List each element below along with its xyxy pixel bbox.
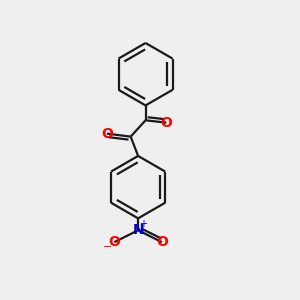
Text: O: O [101, 127, 113, 141]
Text: N: N [132, 223, 144, 237]
Text: O: O [160, 116, 172, 130]
Text: −: − [103, 242, 112, 253]
Text: +: + [140, 219, 148, 229]
Text: O: O [108, 235, 120, 249]
Text: O: O [156, 235, 168, 249]
